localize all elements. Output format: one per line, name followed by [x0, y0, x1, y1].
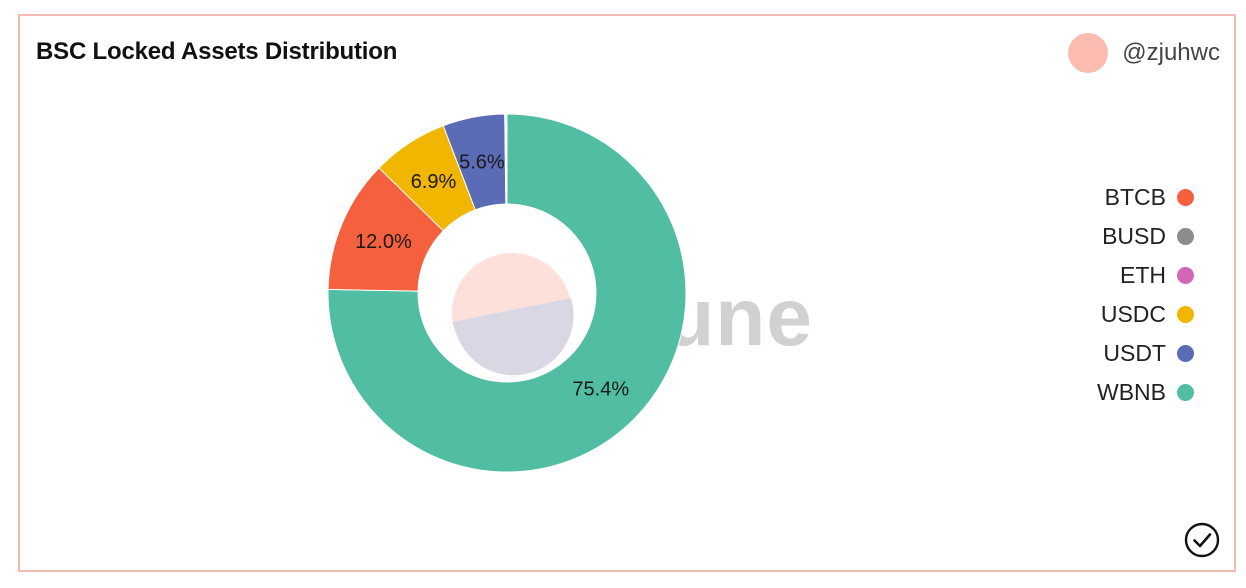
slice-label-btcb: 12.0%: [355, 231, 412, 253]
slice-label-usdc: 6.9%: [411, 171, 457, 193]
legend-item-wbnb[interactable]: WBNB: [1097, 379, 1194, 405]
legend-label: USDT: [1103, 339, 1166, 366]
legend-item-eth[interactable]: ETH: [1120, 262, 1194, 288]
legend-swatch: [1177, 383, 1194, 401]
legend-item-btcb[interactable]: BTCB: [1105, 184, 1194, 210]
legend-swatch: [1177, 227, 1194, 245]
check-circle-icon[interactable]: [1184, 522, 1220, 558]
legend-label: USDC: [1100, 300, 1166, 327]
legend-label: BTCB: [1104, 183, 1166, 210]
legend-label: ETH: [1120, 261, 1166, 288]
legend-swatch: [1177, 188, 1194, 206]
slice-label-usdt: 5.6%: [459, 151, 505, 173]
dune-logo: [452, 253, 574, 376]
chart-title: BSC Locked Assets Distribution: [36, 38, 398, 65]
legend-swatch: [1177, 266, 1194, 284]
slice-wbnb[interactable]: [327, 113, 687, 473]
legend-swatch: [1177, 344, 1194, 362]
legend-item-usdt[interactable]: USDT: [1103, 340, 1194, 366]
slice-busd[interactable]: [505, 113, 508, 205]
legend-label: WBNB: [1097, 378, 1166, 405]
legend-swatch: [1177, 305, 1194, 323]
author-name[interactable]: @zjuhwc: [1122, 39, 1220, 66]
slice-label-wbnb: 75.4%: [572, 379, 629, 401]
legend-item-busd[interactable]: BUSD: [1102, 223, 1194, 249]
legend-item-usdc[interactable]: USDC: [1101, 301, 1194, 327]
legend-label: BUSD: [1102, 222, 1166, 249]
chart-legend: BTCB BUSD ETH USDC USDT WBNB: [1097, 184, 1194, 405]
avatar: [1068, 33, 1109, 73]
author-badge[interactable]: @zjuhwc: [1068, 33, 1220, 73]
